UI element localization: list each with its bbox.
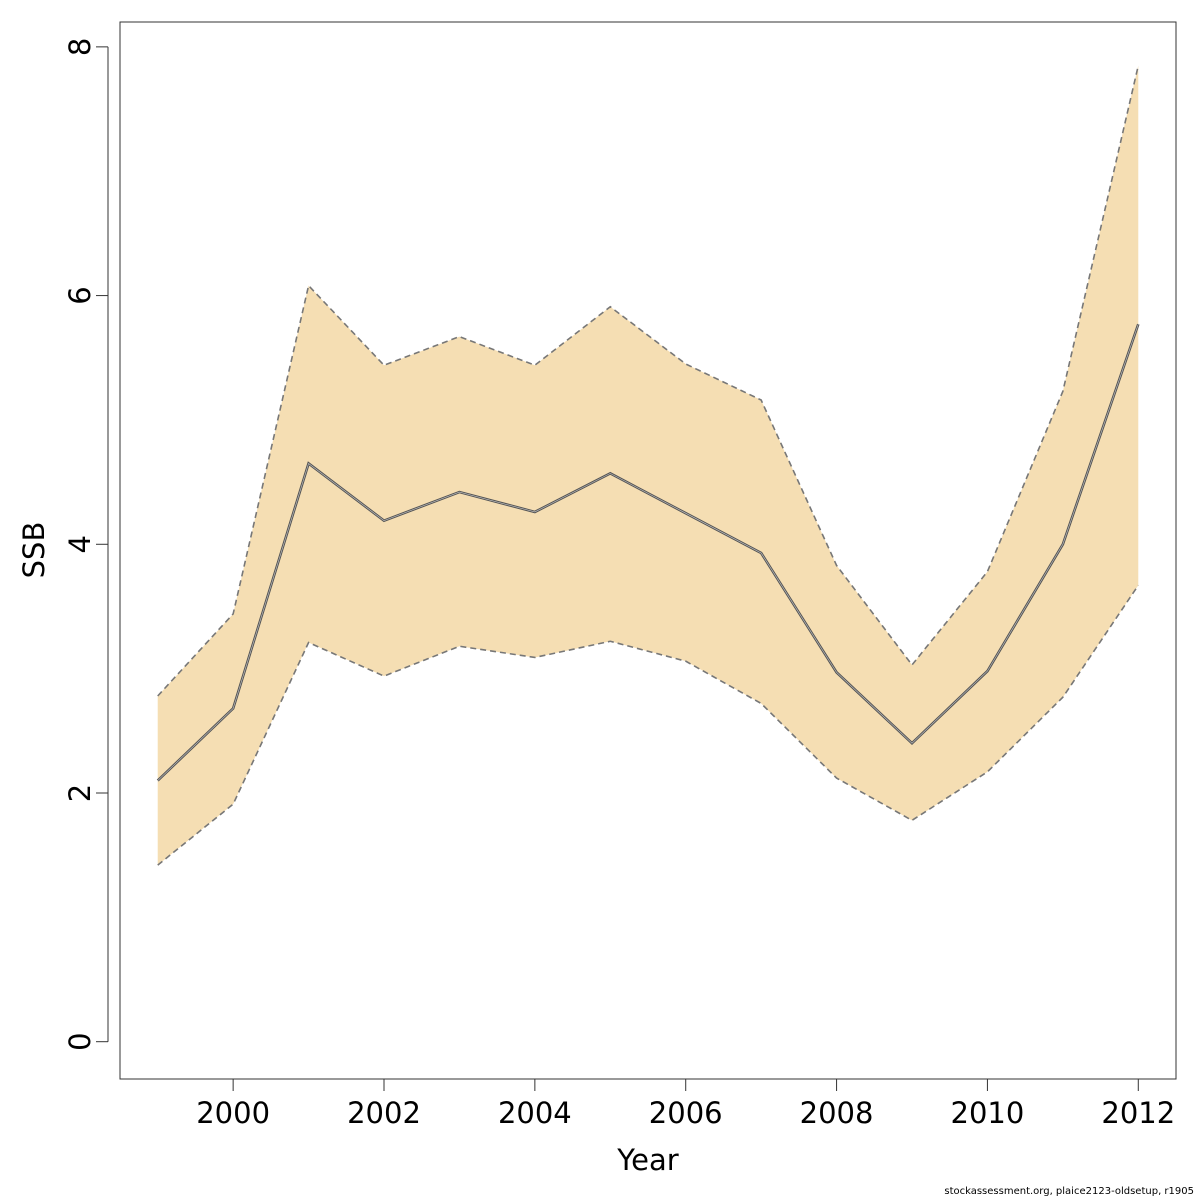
confidence-band — [157, 65, 1139, 866]
x-tick-label: 2008 — [800, 1096, 874, 1130]
x-tick-label: 2012 — [1101, 1096, 1175, 1130]
upper-bound-line — [157, 65, 1140, 697]
x-tick-label: 2002 — [347, 1096, 421, 1130]
y-tick-label: 0 — [63, 1032, 97, 1050]
x-tick-label: 2004 — [498, 1096, 572, 1130]
y-axis: 0 2 4 6 8 — [63, 38, 109, 1051]
y-tick-label: 4 — [63, 535, 97, 553]
x-tick-label: 2006 — [649, 1096, 723, 1130]
y-tick-label: 2 — [63, 784, 97, 802]
y-axis-title: SSB — [17, 522, 51, 579]
footer-caption: stockassessment.org, plaice2123-oldsetup… — [944, 1186, 1194, 1197]
y-tick-label: 6 — [63, 286, 97, 304]
series-line-layer — [156, 65, 1140, 866]
x-tick-label: 2000 — [196, 1096, 270, 1130]
y-tick-label: 8 — [63, 38, 97, 56]
x-tick-label: 2010 — [951, 1096, 1025, 1130]
confidence-band-layer — [157, 65, 1139, 866]
x-axis-title: Year — [616, 1143, 678, 1177]
lower-bound-line — [157, 584, 1139, 866]
ssb-estimate-line-highlight — [157, 324, 1139, 781]
x-axis: 2000 2002 2004 2006 2008 2010 2012 — [196, 1078, 1175, 1130]
